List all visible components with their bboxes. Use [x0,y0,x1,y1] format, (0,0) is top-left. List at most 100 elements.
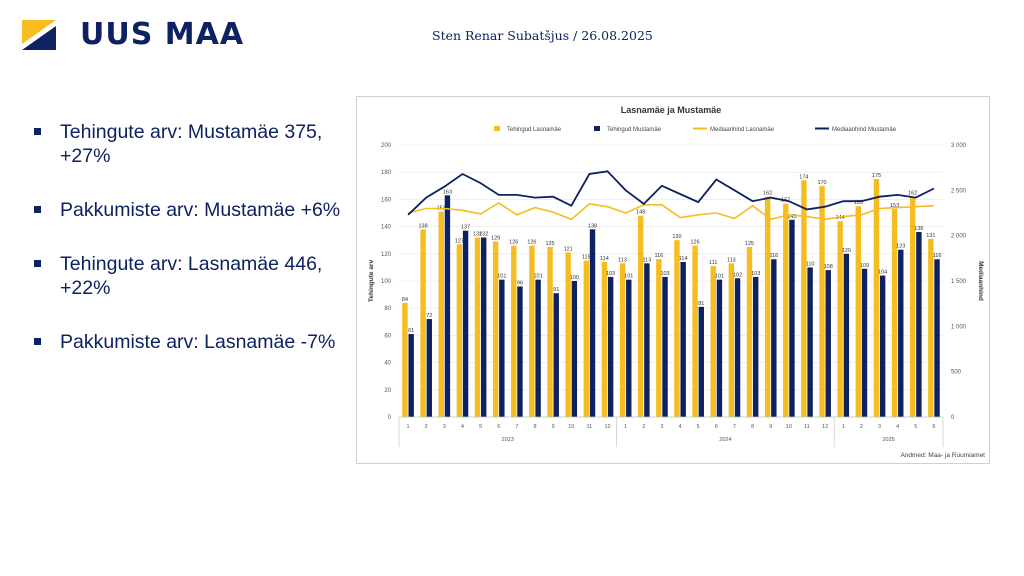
y-tick-label: 120 [381,252,392,258]
uus-maa-logo: UUS MAA [22,17,262,52]
bar-value-label: 102 [733,272,742,278]
bar-value-label: 127 [455,238,464,244]
y2-tick-label: 3 000 [951,143,967,149]
bar-lasnamae [837,221,843,417]
bullet-text: Tehingute arv: Mustamäe 375, +27% [60,121,323,167]
x-tick-label: 5 [479,424,482,430]
legend-label-1: Tehingud Mustamäe [607,127,662,133]
x-tick-label: 12 [822,424,828,430]
bar-mustamae [934,259,940,417]
y-tick-label: 20 [384,388,391,394]
x-tick-label: 8 [533,424,536,430]
bullet-square-icon [34,206,41,213]
bar-lasnamae [474,237,481,417]
bar-value-label: 91 [553,287,559,293]
year-label: 2023 [502,437,514,443]
author-date-line: Sten Renar Subatšjus / 26.08.2025 [432,28,653,43]
y2-tick-label: 2 000 [951,234,967,240]
bar-value-label: 113 [618,257,627,263]
x-tick-label: 4 [679,424,682,430]
bar-lasnamae [547,247,553,417]
bar-mustamae [734,278,741,417]
x-tick-label: 10 [568,424,574,430]
line-mediaanhind-mustamae [407,170,935,216]
bar-value-label: 163 [443,189,452,195]
bar-value-label: 111 [709,260,717,266]
y2-tick-label: 1 500 [951,279,967,285]
bar-value-label: 138 [419,223,428,229]
bar-lasnamae [492,241,499,417]
bar-value-label: 101 [534,274,543,280]
bar-lasnamae [928,238,934,417]
bar-value-label: 153 [890,203,899,209]
x-tick-label: 4 [896,424,899,430]
bullet-square-icon [34,128,41,135]
logo-text: UUS MAA [80,17,245,52]
x-tick-label: 3 [443,424,446,430]
y-tick-label: 100 [381,279,392,285]
logo-mark-icon [22,20,56,50]
bar-lasnamae [656,259,662,417]
bar-value-label: 123 [896,244,905,250]
x-tick-label: 1 [407,424,410,430]
bar-value-label: 136 [914,226,923,232]
bar-lasnamae [764,196,771,417]
bar-lasnamae [855,206,861,417]
bar-value-label: 125 [745,241,754,247]
bar-lasnamae [456,244,463,417]
source-note: Andmed: Maa- ja Ruumiamet [900,452,985,459]
bar-lasnamae [619,263,626,417]
bar-value-label: 132 [473,231,482,237]
bar-mustamae [861,268,868,417]
bar-mustamae [426,319,432,417]
y-tick-label: 140 [381,225,392,231]
bar-value-label: 96 [517,280,523,286]
bullet-item: Pakkumiste arv: Lasnamäe -7% [34,330,344,354]
x-tick-label: 3 [878,424,881,430]
bar-mustamae [481,237,487,417]
bullet-text: Tehingute arv: Lasnamäe 446, +22% [60,253,323,299]
y-tick-label: 40 [384,361,391,367]
bar-value-label: 120 [842,248,851,254]
bullet-text: Pakkumiste arv: Lasnamäe -7% [60,331,336,353]
bar-value-label: 100 [570,275,579,281]
bar-lasnamae [873,179,880,417]
bar-lasnamae [728,263,735,417]
bar-value-label: 109 [860,263,869,269]
bar-lasnamae [674,240,680,417]
bar-value-label: 126 [509,240,518,246]
bar-lasnamae [420,229,426,417]
x-tick-label: 2 [860,424,863,430]
x-tick-label: 11 [804,424,810,430]
bar-value-label: 61 [408,328,414,334]
bar-value-label: 115 [582,255,591,261]
x-tick-label: 2 [425,424,428,430]
bar-value-label: 137 [461,225,470,231]
bar-value-label: 116 [769,253,778,259]
bar-mustamae [771,259,777,417]
bar-mustamae [680,261,686,417]
x-tick-label: 7 [515,424,518,430]
bullet-item: Tehingute arv: Mustamäe 375, +27% [34,120,344,168]
x-tick-label: 10 [786,424,792,430]
legend-label-2: Mediaanhind Lasnamäe [710,127,775,133]
bar-mustamae [716,279,723,417]
bar-mustamae [644,263,650,417]
bar-mustamae [408,334,414,417]
x-tick-label: 6 [715,424,718,430]
bar-mustamae [789,219,795,417]
bar-lasnamae [801,180,807,417]
bar-lasnamae [438,211,444,417]
y-axis-title: Tehingute arv [368,260,375,303]
x-tick-label: 7 [733,424,736,430]
x-tick-label: 6 [497,424,500,430]
x-tick-label: 5 [914,424,917,430]
bar-value-label: 84 [402,297,408,303]
x-tick-label: 12 [604,424,610,430]
bar-value-label: 116 [933,253,942,259]
bar-value-label: 126 [527,240,536,246]
bar-lasnamae [710,266,716,417]
bar-lasnamae [783,203,789,417]
bar-mustamae [553,293,559,417]
x-tick-label: 1 [842,424,845,430]
